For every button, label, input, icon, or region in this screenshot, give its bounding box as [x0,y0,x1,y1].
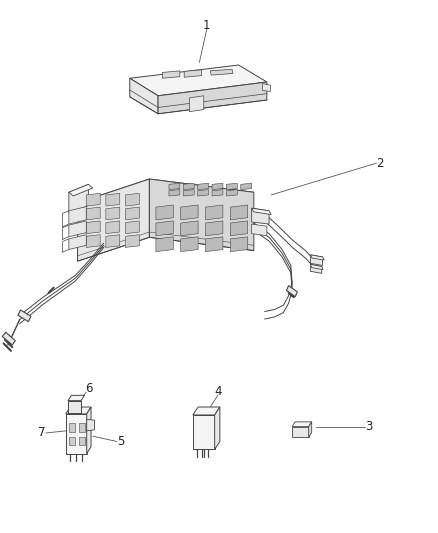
Polygon shape [226,190,237,196]
Polygon shape [2,332,15,345]
Polygon shape [198,190,208,196]
Polygon shape [230,237,248,252]
Polygon shape [311,264,323,270]
Text: 4: 4 [214,385,222,398]
Polygon shape [226,183,237,190]
Polygon shape [69,235,86,249]
Polygon shape [169,183,180,190]
Polygon shape [262,84,270,92]
Polygon shape [292,422,312,426]
Polygon shape [156,237,173,252]
Polygon shape [205,237,223,252]
Polygon shape [79,437,85,445]
Polygon shape [125,221,139,233]
Polygon shape [311,255,322,265]
Polygon shape [106,193,120,206]
Polygon shape [184,70,201,77]
Polygon shape [230,221,248,236]
Text: 1: 1 [203,19,211,32]
Polygon shape [69,437,75,445]
Polygon shape [69,221,86,237]
Polygon shape [86,193,100,206]
Polygon shape [86,235,100,247]
Text: 3: 3 [365,420,373,433]
Polygon shape [252,224,267,236]
Polygon shape [212,183,223,190]
Polygon shape [78,179,149,261]
Polygon shape [158,82,267,114]
Polygon shape [125,235,139,247]
Polygon shape [205,221,223,236]
Polygon shape [130,65,267,96]
Polygon shape [125,193,139,206]
Polygon shape [156,205,173,220]
Polygon shape [69,423,75,432]
Text: 7: 7 [38,426,45,440]
Polygon shape [189,96,204,112]
Polygon shape [18,310,31,321]
Polygon shape [87,419,95,431]
Polygon shape [193,407,220,415]
Polygon shape [66,414,87,454]
Polygon shape [69,184,88,214]
Polygon shape [162,71,180,78]
Polygon shape [125,207,139,220]
Polygon shape [106,221,120,233]
Polygon shape [311,255,324,260]
Polygon shape [86,221,100,233]
Polygon shape [86,207,100,220]
Polygon shape [193,415,215,449]
Polygon shape [311,264,322,273]
Polygon shape [181,237,198,252]
Polygon shape [69,184,93,196]
Polygon shape [215,407,220,449]
Polygon shape [79,423,85,432]
Polygon shape [212,190,223,196]
Polygon shape [230,205,248,220]
Polygon shape [156,221,173,236]
Polygon shape [198,183,208,190]
Polygon shape [184,183,194,190]
Polygon shape [66,407,91,414]
Polygon shape [106,235,120,247]
Text: 5: 5 [117,435,125,448]
Polygon shape [68,395,85,401]
Polygon shape [292,426,309,437]
Polygon shape [68,401,81,414]
Polygon shape [106,207,120,220]
Polygon shape [87,407,91,454]
Polygon shape [210,69,233,75]
Polygon shape [184,190,194,196]
Text: 6: 6 [85,382,92,395]
Polygon shape [252,208,269,224]
Polygon shape [130,78,158,114]
Polygon shape [309,422,312,437]
Polygon shape [252,208,271,215]
Polygon shape [181,221,198,236]
Polygon shape [286,286,297,297]
Polygon shape [149,179,254,251]
Polygon shape [205,205,223,220]
Text: 2: 2 [376,157,384,169]
Polygon shape [169,190,180,196]
Polygon shape [181,205,198,220]
Polygon shape [69,207,86,224]
Polygon shape [241,183,252,190]
Polygon shape [78,179,254,216]
